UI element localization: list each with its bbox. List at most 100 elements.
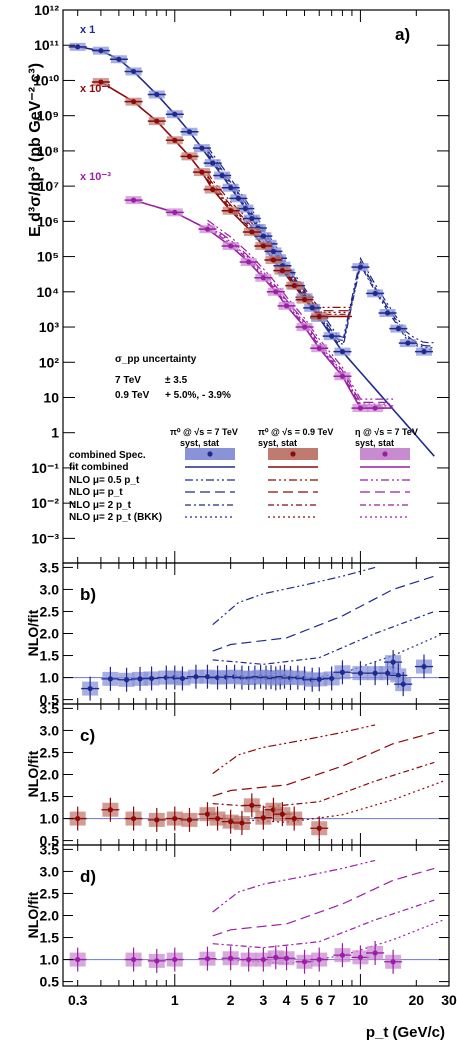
nlo-curve	[207, 151, 435, 349]
nlo-ratio-curve	[222, 780, 444, 823]
x-tick-label: 2	[227, 992, 235, 1008]
ratio-point	[291, 815, 297, 822]
legend-row-nlo-05: NLO μ= 0.5 p_t	[69, 475, 140, 486]
ratio-point	[357, 670, 364, 676]
ratio-point	[339, 669, 346, 675]
ratio-y-tick-label: 1.5	[40, 789, 60, 805]
ratio-y-tick-label: 0.5	[40, 833, 60, 849]
data-point	[219, 172, 225, 179]
data-point	[204, 226, 211, 232]
y-axis-title-ratio-b: NLO/fit	[25, 609, 41, 656]
ratio-y-tick-label: 2.5	[40, 885, 60, 901]
y-tick-label: 1	[51, 425, 59, 441]
ratio-point	[172, 956, 178, 963]
data-point	[283, 303, 290, 309]
legend-swatches	[185, 448, 410, 518]
y-tick-label: 10⁵	[37, 249, 59, 265]
ratio-point	[154, 817, 160, 823]
y-tick-label: 10⁻²	[31, 495, 59, 511]
data-point	[186, 129, 193, 135]
ratio-y-tick-label: 2.5	[40, 603, 60, 619]
nlo-ratio-curve	[212, 867, 435, 937]
ratio-y-tick-label: 0.5	[40, 692, 60, 708]
nlo-ratio-curve	[212, 610, 435, 665]
y-axis-title-main: E d³σ/dp³ (pb GeV⁻² c³)	[27, 63, 44, 237]
ratio-point	[87, 685, 93, 692]
ratio-point	[228, 955, 234, 961]
ratio-point	[260, 815, 266, 821]
legend-header-eta-7tev: η @ √s = 7 TeV	[355, 427, 418, 437]
nlo-ratio-curve	[212, 566, 376, 626]
ratio-point	[301, 959, 308, 965]
data-point	[98, 48, 104, 54]
scale-label-eta-7tev: x 10⁻³	[80, 171, 111, 183]
scale-label-pi0-09tev: x 10⁻¹	[80, 83, 111, 95]
data-point	[199, 169, 205, 175]
nlo-ratio-curve	[212, 575, 435, 652]
legend-row-fit: fit combined	[69, 462, 128, 473]
data-point	[210, 160, 216, 166]
nlo-curve	[206, 171, 352, 308]
data-point	[405, 340, 411, 346]
ratio-point	[339, 952, 346, 958]
uncertainty-09tev-label: 0.9 TeV	[115, 390, 150, 401]
data-point	[270, 257, 277, 263]
ratio-point	[130, 815, 137, 822]
ratio-point	[273, 954, 279, 960]
data-point	[154, 91, 160, 98]
legend-header-pi0-7tev: π⁰ @ √s = 7 TeV	[170, 427, 238, 437]
data-point	[130, 68, 137, 75]
ratio-point	[148, 675, 155, 682]
legend-row-nlo-1: NLO μ= p_t	[69, 487, 123, 498]
data-point	[186, 153, 193, 159]
ratio-y-tick-label: 1.5	[40, 648, 60, 664]
ratio-point	[384, 670, 391, 676]
x-tick-label: 10	[353, 992, 369, 1008]
data-point	[339, 349, 346, 355]
ratio-point	[316, 825, 322, 831]
data-point	[210, 186, 216, 193]
y-tick-label: 10⁹	[37, 108, 59, 124]
data-point	[301, 297, 308, 303]
ratio-point	[130, 956, 137, 963]
x-tick-label: 7	[328, 992, 336, 1008]
panel-a-label: a)	[395, 25, 410, 44]
ratio-point	[179, 675, 186, 682]
data-point	[329, 333, 335, 339]
y-axis-title-ratio-c: NLO/fit	[25, 750, 41, 797]
ratio-point	[357, 954, 364, 960]
nlo-curve	[207, 226, 394, 407]
ratio-y-tick-label: 3.5	[40, 841, 60, 857]
ratio-y-tick-label: 1.0	[40, 811, 60, 827]
y-tick-label: 10⁸	[37, 143, 59, 159]
nlo-ratio-curve	[212, 859, 376, 913]
data-point	[301, 324, 308, 330]
data-point	[116, 56, 122, 62]
data-point	[228, 243, 234, 249]
axis-ticks: 0.3 1 2 3 4 5 6 7 10 20 30 10⁻³ 10⁻² 10⁻¹ 1 10 10² 10³ 10⁴…	[31, 2, 457, 1008]
legend-header-pi0-09tev: π⁰ @ √s = 0.9 TeV	[258, 427, 333, 437]
nlo-ratio-curve	[212, 899, 435, 949]
data-point	[291, 282, 297, 289]
ratio-point	[172, 815, 178, 822]
x-tick-label: 20	[409, 992, 425, 1008]
y-tick-label: 10¹¹	[34, 37, 59, 53]
ratio-y-tick-label: 3.5	[40, 559, 60, 575]
data-point	[172, 111, 178, 117]
y-tick-label: 10¹⁰	[33, 72, 59, 88]
scale-label-pi0-7tev: x 1	[80, 24, 95, 36]
uncertainty-7tev-label: 7 TeV	[115, 375, 141, 386]
ratio-point	[372, 670, 378, 676]
legend-subheader-pi0-09tev: syst, stat	[258, 438, 297, 448]
x-tick-label: 6	[315, 992, 323, 1008]
y-tick-label: 10⁶	[37, 213, 59, 229]
data-point	[273, 289, 279, 295]
legend-row-combined: combined Spec.	[69, 450, 146, 461]
ratio-point	[283, 955, 290, 961]
data-point	[249, 229, 255, 235]
ratio-point	[186, 817, 193, 823]
data-point	[357, 264, 364, 270]
ratio-y-tick-label: 3.0	[40, 722, 60, 738]
y-tick-label: 10¹²	[34, 2, 59, 18]
data-point	[339, 373, 346, 379]
